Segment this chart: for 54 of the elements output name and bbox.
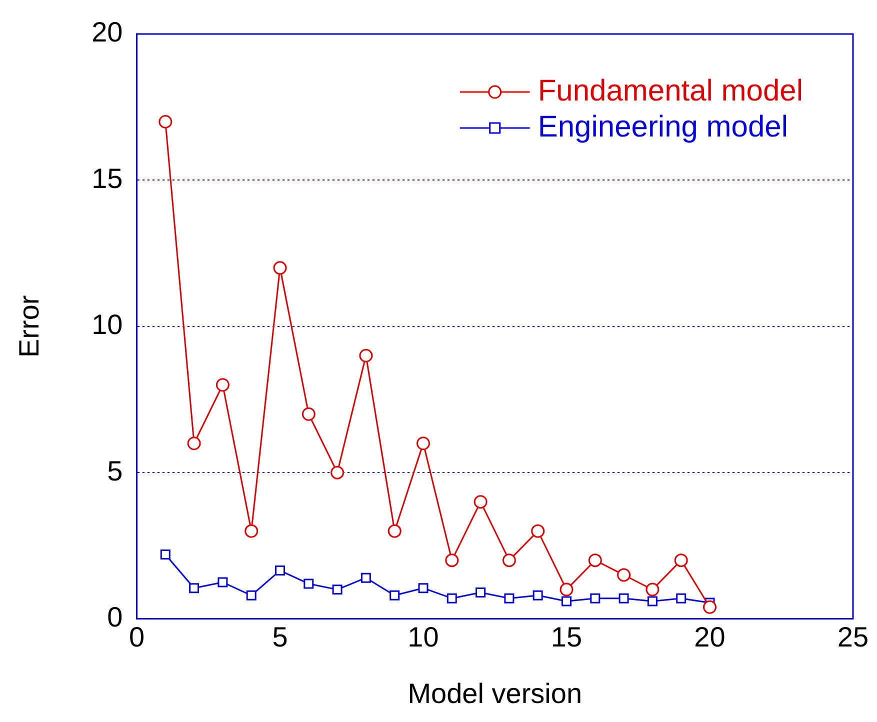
y-tick-label: 15 [92, 162, 123, 194]
y-tick-label: 5 [107, 455, 123, 486]
point [504, 593, 514, 604]
point [302, 407, 316, 421]
point [674, 554, 688, 568]
point [388, 524, 402, 538]
point [218, 577, 228, 588]
point [647, 596, 658, 606]
point [158, 114, 172, 128]
point [304, 578, 314, 589]
point [531, 524, 545, 538]
x-tick-label: 25 [837, 621, 869, 652]
x-axis-title: Model version [408, 678, 582, 709]
x-tick-label: 5 [272, 621, 288, 652]
point [418, 583, 428, 594]
point [618, 593, 629, 604]
point [646, 582, 660, 596]
point [160, 549, 170, 560]
x-tick-label: 15 [550, 621, 582, 652]
point [360, 572, 371, 583]
point [502, 554, 516, 568]
x-tick-label: 0 [128, 621, 145, 652]
point [189, 583, 200, 594]
point [416, 436, 430, 450]
point [532, 590, 543, 600]
point [244, 524, 258, 538]
point [676, 593, 686, 604]
point [216, 378, 230, 392]
point [445, 554, 459, 568]
y-tick-label: 10 [92, 309, 123, 340]
x-tick-label: 20 [694, 621, 726, 652]
point [332, 584, 342, 595]
point [474, 495, 488, 509]
y-tick-label: 20 [92, 16, 123, 48]
point [590, 593, 600, 604]
point [446, 593, 457, 604]
point [359, 348, 373, 362]
point [330, 466, 344, 480]
point [617, 568, 631, 582]
point [560, 582, 574, 596]
point [703, 600, 716, 614]
point [562, 596, 572, 606]
legend-label: Fundamental model [538, 74, 804, 108]
y-tick-label: 0 [107, 602, 123, 633]
point [476, 587, 486, 598]
point [390, 590, 400, 600]
point [275, 566, 285, 576]
y-axis-title: Error [14, 295, 45, 358]
legend-label: Engineering model [538, 110, 788, 144]
point [588, 554, 602, 568]
point [246, 590, 256, 600]
point [273, 261, 287, 275]
point [187, 436, 201, 450]
x-tick-label: 10 [408, 621, 439, 652]
